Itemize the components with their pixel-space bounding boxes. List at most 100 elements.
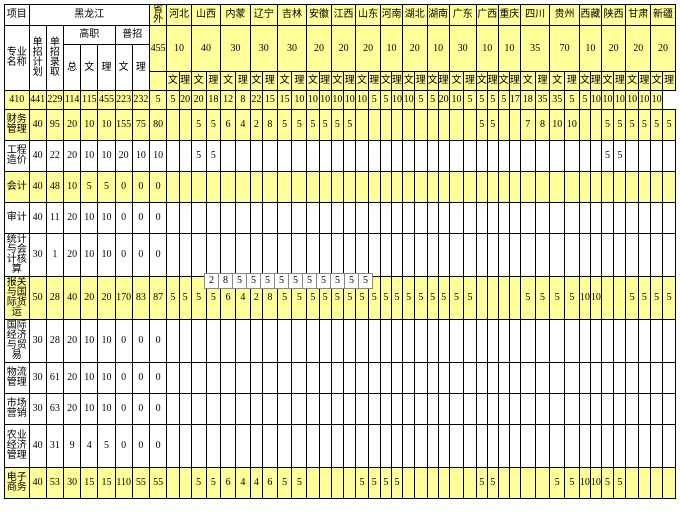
tot-6: 223 xyxy=(115,91,132,110)
col-outside: 省外 xyxy=(150,5,167,26)
col-prov-4: 吉林 xyxy=(277,5,306,26)
tot-5: 455 xyxy=(98,91,115,110)
row-4: 统计与会计核算301201010000 xyxy=(5,234,676,277)
outside-total: 455 xyxy=(150,26,167,72)
major-8: 市场营销 xyxy=(5,394,30,425)
tot-32: 5 xyxy=(464,91,476,110)
tot-31: 10 xyxy=(449,91,464,110)
tot-42: 10 xyxy=(590,91,601,110)
col-prov-3: 辽宁 xyxy=(250,5,277,26)
tot-14: 8 xyxy=(236,91,251,110)
col-prov-2: 内蒙 xyxy=(221,5,250,26)
tot-3: 114 xyxy=(63,91,80,110)
tot-9: 5 xyxy=(167,91,179,110)
col-dzlq: 单招录取 xyxy=(46,26,63,91)
provtotal-6: 20 xyxy=(331,26,356,72)
col-prov-1: 山西 xyxy=(191,5,220,26)
tot-16: 15 xyxy=(263,91,278,110)
tot-28: 5 xyxy=(415,91,427,110)
major-2: 会计 xyxy=(5,172,30,203)
tot-25: 5 xyxy=(380,91,391,110)
gz-sub: 理 xyxy=(98,45,115,91)
col-gaozhi: 高职 xyxy=(63,26,115,45)
col-prov-18: 甘肃 xyxy=(626,5,651,26)
major-0: 财务管理 xyxy=(5,110,30,141)
col-major-name: 专业名称 xyxy=(5,26,30,91)
tot-10: 20 xyxy=(179,91,191,110)
tot-17: 15 xyxy=(277,91,292,110)
tot-40: 5 xyxy=(565,91,580,110)
major-7: 物流管理 xyxy=(5,363,30,394)
tot-41: 5 xyxy=(579,91,590,110)
col-prov-13: 重庆 xyxy=(498,5,520,26)
tot-35: 5 xyxy=(498,91,509,110)
floating-overlay: 285555555555 xyxy=(204,273,373,289)
tot-24: 5 xyxy=(368,91,380,110)
provtotal-3: 30 xyxy=(250,26,277,72)
col-prov-16: 西藏 xyxy=(579,5,601,26)
tot-8: 5 xyxy=(150,91,167,110)
col-prov-5: 安徽 xyxy=(307,5,332,26)
tot-43: 10 xyxy=(601,91,613,110)
tot-39: 35 xyxy=(550,91,565,110)
col-prov-9: 湖北 xyxy=(403,5,428,26)
tot-23: 10 xyxy=(356,91,368,110)
provtotal-9: 20 xyxy=(403,26,428,72)
tot-4: 115 xyxy=(81,91,98,110)
row-0: 财务管理409520101015575805564285555555578101… xyxy=(5,110,676,141)
col-prov-8: 河南 xyxy=(380,5,402,26)
col-project: 项目 xyxy=(5,5,30,26)
tot-1: 441 xyxy=(29,91,46,110)
tot-34: 5 xyxy=(487,91,498,110)
gz-sub: 总 xyxy=(63,45,80,91)
major-3: 审计 xyxy=(5,203,30,234)
tot-13: 12 xyxy=(221,91,236,110)
tot-29: 5 xyxy=(427,91,438,110)
col-heilongjiang: 黑龙江 xyxy=(29,5,149,26)
tot-18: 10 xyxy=(292,91,307,110)
col-prov-7: 山东 xyxy=(356,5,381,26)
pz-sub: 理 xyxy=(132,45,149,91)
tot-47: 10 xyxy=(651,91,663,110)
row-3: 审计4011201010000 xyxy=(5,203,676,234)
provtotal-4: 30 xyxy=(277,26,306,72)
provtotal-14: 35 xyxy=(520,26,549,72)
tot-45: 10 xyxy=(626,91,638,110)
provtotal-1: 40 xyxy=(191,26,220,72)
tot-46: 10 xyxy=(638,91,650,110)
tot-22: 10 xyxy=(344,91,356,110)
provtotal-15: 70 xyxy=(550,26,579,72)
row-6: 国际经济与贸易3028201010000 xyxy=(5,320,676,363)
tot-30: 20 xyxy=(438,91,449,110)
tot-19: 10 xyxy=(307,91,319,110)
col-prov-14: 四川 xyxy=(520,5,549,26)
tot-2: 229 xyxy=(46,91,63,110)
tot-44: 10 xyxy=(614,91,626,110)
col-prov-6: 江西 xyxy=(331,5,356,26)
col-prov-11: 广东 xyxy=(449,5,476,26)
provtotal-19: 20 xyxy=(651,26,676,72)
provtotal-16: 10 xyxy=(579,26,601,72)
row-7: 物流管理3061201010000 xyxy=(5,363,676,394)
row-9: 农业经济管理4031945000 xyxy=(5,425,676,468)
col-prov-10: 湖南 xyxy=(427,5,449,26)
major-1: 工程造价 xyxy=(5,141,30,172)
tot-12: 18 xyxy=(206,91,221,110)
tot-33: 5 xyxy=(476,91,487,110)
major-6: 国际经济与贸易 xyxy=(5,320,30,363)
provtotal-8: 10 xyxy=(380,26,402,72)
col-prov-15: 贵州 xyxy=(550,5,579,26)
major-5: 报关与国际货运 xyxy=(5,277,30,320)
pz-sub: 文 xyxy=(115,45,132,91)
tot-7: 232 xyxy=(132,91,149,110)
tot-20: 10 xyxy=(319,91,331,110)
major-9: 农业经济管理 xyxy=(5,425,30,468)
row-8: 市场营销3063201010000 xyxy=(5,394,676,425)
gz-sub: 文 xyxy=(81,45,98,91)
provtotal-5: 20 xyxy=(307,26,332,72)
major-4: 统计与会计核算 xyxy=(5,234,30,277)
tot-37: 18 xyxy=(520,91,535,110)
tot-21: 10 xyxy=(331,91,343,110)
row-1: 工程造价40222010102010105555 xyxy=(5,141,676,172)
tot-26: 10 xyxy=(391,91,402,110)
